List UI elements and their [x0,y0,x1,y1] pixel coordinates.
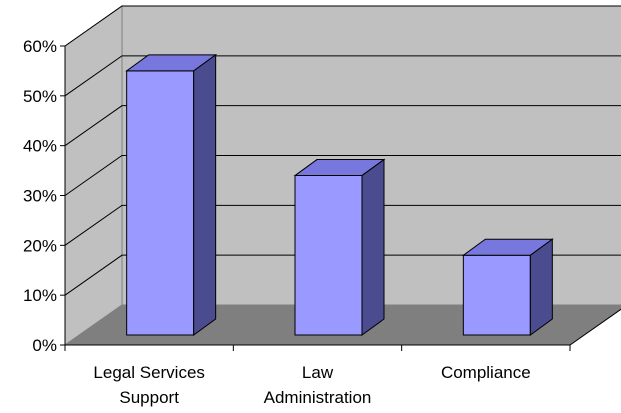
y-tick-label: 40% [23,137,57,156]
gridline [64,5,621,47]
x-category-label: Legal Services Support [93,363,205,407]
y-tick-label: 60% [23,37,57,56]
gridline [64,254,621,296]
x-category-label-line: Law [302,363,334,382]
x-category-label: Compliance [441,363,531,382]
gridline [64,105,621,147]
x-category-label-line: Compliance [441,363,531,382]
bars [125,53,554,336]
y-tick-label: 10% [23,286,57,305]
bar-front [294,175,363,336]
bar [461,238,554,336]
y-tick-label: 30% [23,187,57,206]
floor-edge-line [569,308,621,346]
gridline [64,55,621,97]
bar-front [126,70,195,336]
bar-side [361,158,385,336]
gridline [64,204,621,246]
bar-front [462,254,531,336]
y-tick-label: 20% [23,236,57,255]
y-axis-ticks: 0% 10% 20% 30% 40% 50% 60% [23,37,65,355]
x-category-label-line: Support [119,388,179,407]
bar [125,53,218,336]
bar-side [193,53,217,336]
gridlines [64,5,621,296]
y-tick-label: 0% [32,336,57,355]
x-category-label-line: Administration [264,388,372,407]
x-axis-labels: Legal Services Support Law Administration Co… [64,345,571,407]
y-tick-label: 50% [23,87,57,106]
bar [293,158,386,336]
gridline [64,155,621,196]
x-category-label-line: Legal Services [93,363,205,382]
x-category-label: Law Administration [264,363,372,407]
bar-side [529,238,553,336]
